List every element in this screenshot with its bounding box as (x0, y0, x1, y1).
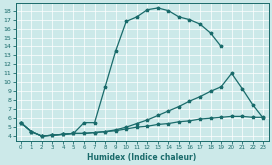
X-axis label: Humidex (Indice chaleur): Humidex (Indice chaleur) (87, 152, 197, 162)
